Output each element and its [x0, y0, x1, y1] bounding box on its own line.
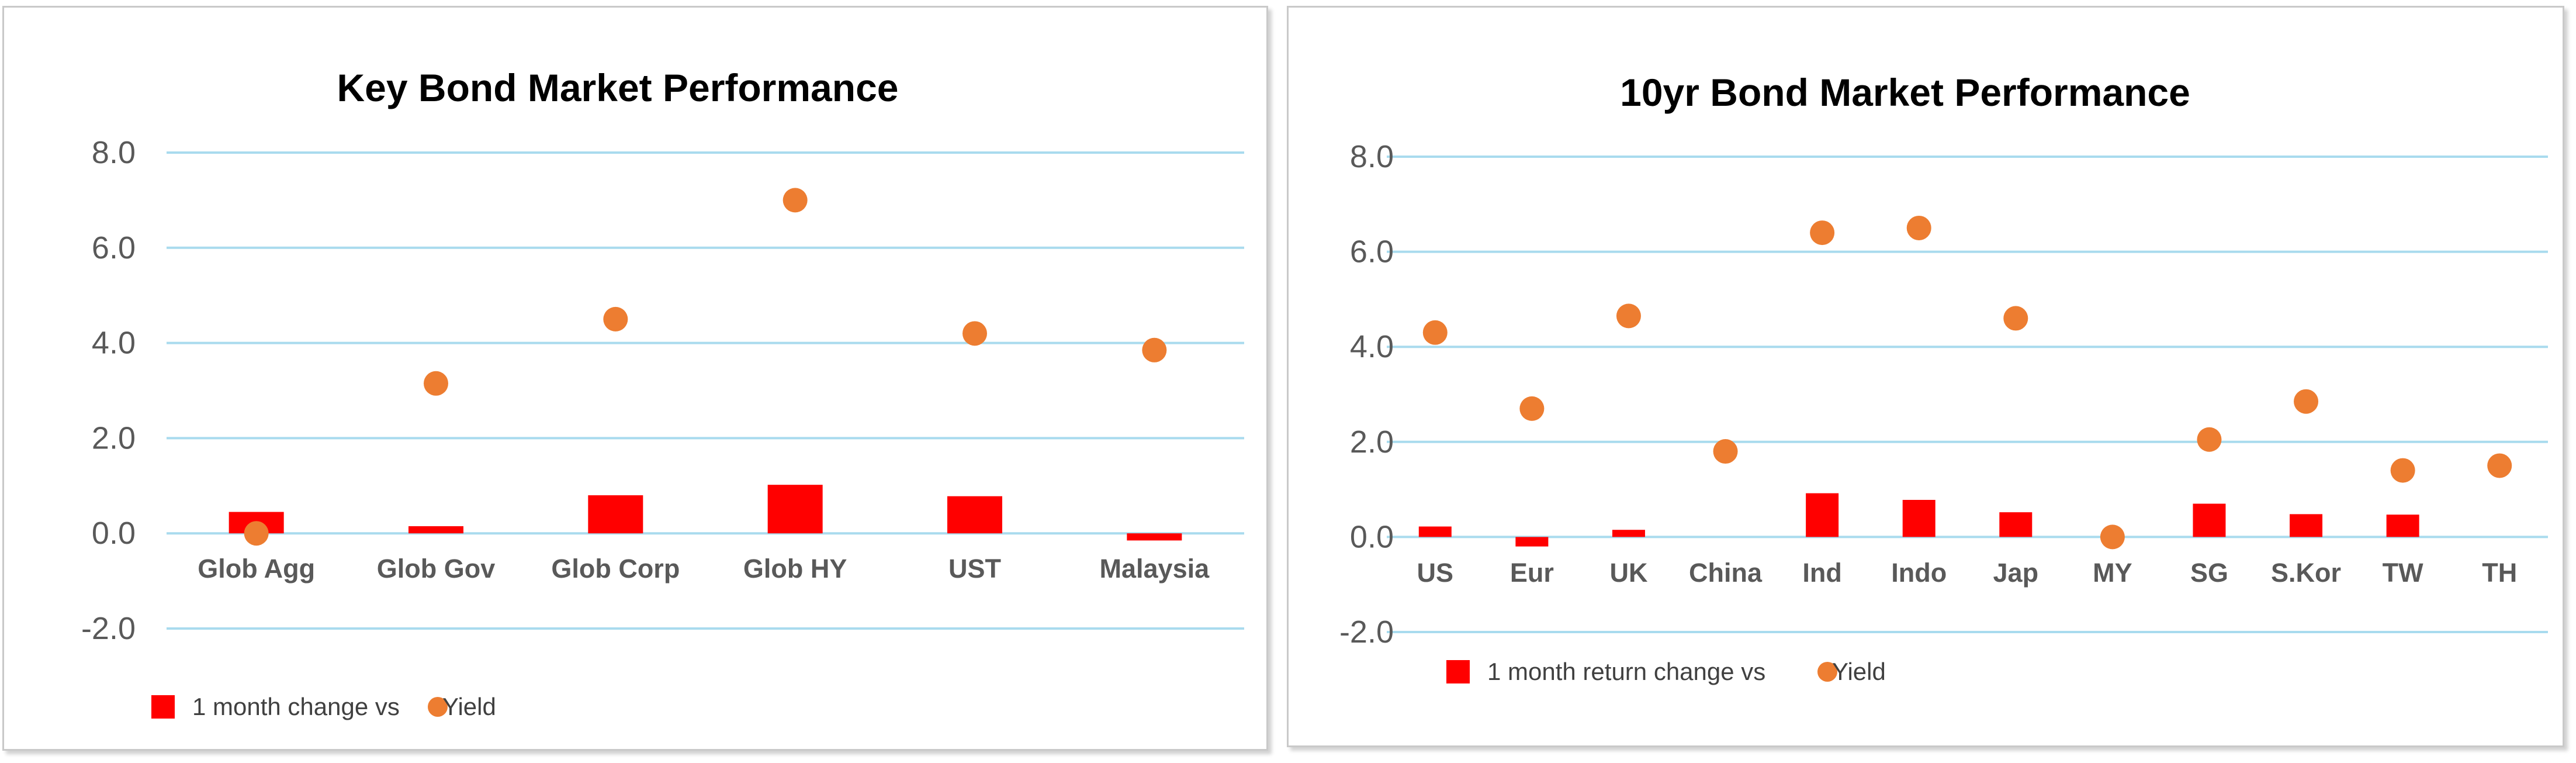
x-tick-label: Glob Gov	[377, 554, 496, 584]
x-tick-label: SG	[2190, 558, 2228, 588]
chart-key-bond-svg: Key Bond Market Performance 8.0 6.0 4.0 2.0 0…	[81, 66, 1244, 720]
y-tick-label: -2.0	[81, 611, 136, 646]
y-tick-label: 6.0	[1350, 234, 1394, 270]
yield-point-china	[1713, 439, 1738, 464]
yield-point-glob-agg	[244, 521, 269, 546]
y-tick-label: 4.0	[1350, 329, 1394, 364]
legend-yield-marker	[1817, 662, 1837, 682]
bar-uk	[1612, 530, 1645, 537]
yield-point-glob-hy	[783, 188, 808, 213]
yield-point-ust	[962, 321, 987, 346]
legend-yield-label: Yield	[442, 693, 496, 720]
x-tick-label: UST	[948, 554, 1001, 584]
bar-sg	[2193, 503, 2226, 537]
yield-point-glob-corp	[603, 306, 628, 332]
chart-panel-10yr-bond: 10yr Bond Market Performance 8.0 6.0 4.0 2.0…	[1287, 6, 2564, 747]
x-tick-label: Jap	[1993, 558, 2039, 588]
legend-yield-marker	[428, 697, 448, 717]
bar-us	[1418, 526, 1452, 537]
yield-point-eur	[1519, 396, 1545, 421]
yield-point-tw	[2390, 458, 2415, 483]
x-tick-label: Glob Agg	[198, 554, 315, 584]
x-tick-label: Glob Corp	[551, 554, 680, 584]
x-tick-label: Glob HY	[743, 554, 847, 584]
legend-bar-label: 1 month change vs	[192, 693, 400, 720]
x-tick-label: Eur	[1510, 558, 1554, 588]
bar-s-kor	[2290, 514, 2323, 537]
yield-point-my	[2100, 524, 2125, 550]
bar-glob-gov	[408, 526, 463, 534]
x-tick-label: Malaysia	[1100, 554, 1210, 584]
yield-point-us	[1422, 320, 1448, 345]
yield-point-ind	[1810, 220, 1835, 246]
y-tick-label: 8.0	[92, 135, 136, 170]
x-tick-label: UK	[1609, 558, 1647, 588]
y-tick-label: 8.0	[1350, 139, 1394, 174]
yield-point-th	[2487, 453, 2512, 478]
legend-yield-label: Yield	[1832, 658, 1886, 685]
yield-point-malaysia	[1142, 337, 1167, 362]
bar-indo	[1902, 499, 1936, 537]
x-tick-label: S.Kor	[2271, 558, 2341, 588]
chart-panel-key-bond: Key Bond Market Performance 8.0 6.0 4.0 2.0 0…	[2, 6, 1268, 751]
bar-malaysia	[1127, 533, 1182, 541]
yield-point-indo	[1906, 215, 1931, 240]
yield-point-uk	[1616, 303, 1641, 329]
y-tick-label: 4.0	[92, 326, 136, 361]
bar-ust	[947, 496, 1002, 534]
bar-jap	[1999, 512, 2033, 537]
x-tick-label: TW	[2383, 558, 2423, 588]
x-tick-label: US	[1417, 558, 1454, 588]
legend-bar-swatch	[1446, 660, 1470, 683]
chart-10yr-bond-svg: 10yr Bond Market Performance 8.0 6.0 4.0 2.0…	[1339, 71, 2548, 685]
bar-glob-hy	[767, 485, 823, 534]
yield-point-jap	[2003, 306, 2028, 331]
legend-bar-swatch	[151, 695, 175, 719]
x-tick-label: Indo	[1891, 558, 1947, 588]
legend-bar-label: 1 month return change vs	[1487, 658, 1765, 685]
x-tick-label: Ind	[1802, 558, 1841, 588]
x-tick-label: MY	[2093, 558, 2132, 588]
yield-point-s-kor	[2294, 389, 2319, 414]
y-tick-label: 6.0	[92, 230, 136, 265]
bar-ind	[1806, 493, 1839, 537]
y-tick-label: 2.0	[92, 420, 136, 455]
chart-title: Key Bond Market Performance	[337, 66, 899, 109]
yield-point-glob-gov	[424, 371, 448, 396]
y-tick-label: -2.0	[1339, 614, 1394, 650]
y-tick-label: 0.0	[92, 516, 136, 551]
y-tick-label: 2.0	[1350, 424, 1394, 460]
bar-glob-corp	[588, 495, 643, 534]
x-tick-label: China	[1689, 558, 1763, 588]
bar-tw	[2386, 515, 2419, 537]
yield-point-sg	[2197, 427, 2222, 452]
x-tick-label: TH	[2482, 558, 2517, 588]
bar-eur	[1515, 537, 1549, 547]
chart-title: 10yr Bond Market Performance	[1620, 71, 2190, 114]
y-tick-label: 0.0	[1350, 519, 1394, 554]
